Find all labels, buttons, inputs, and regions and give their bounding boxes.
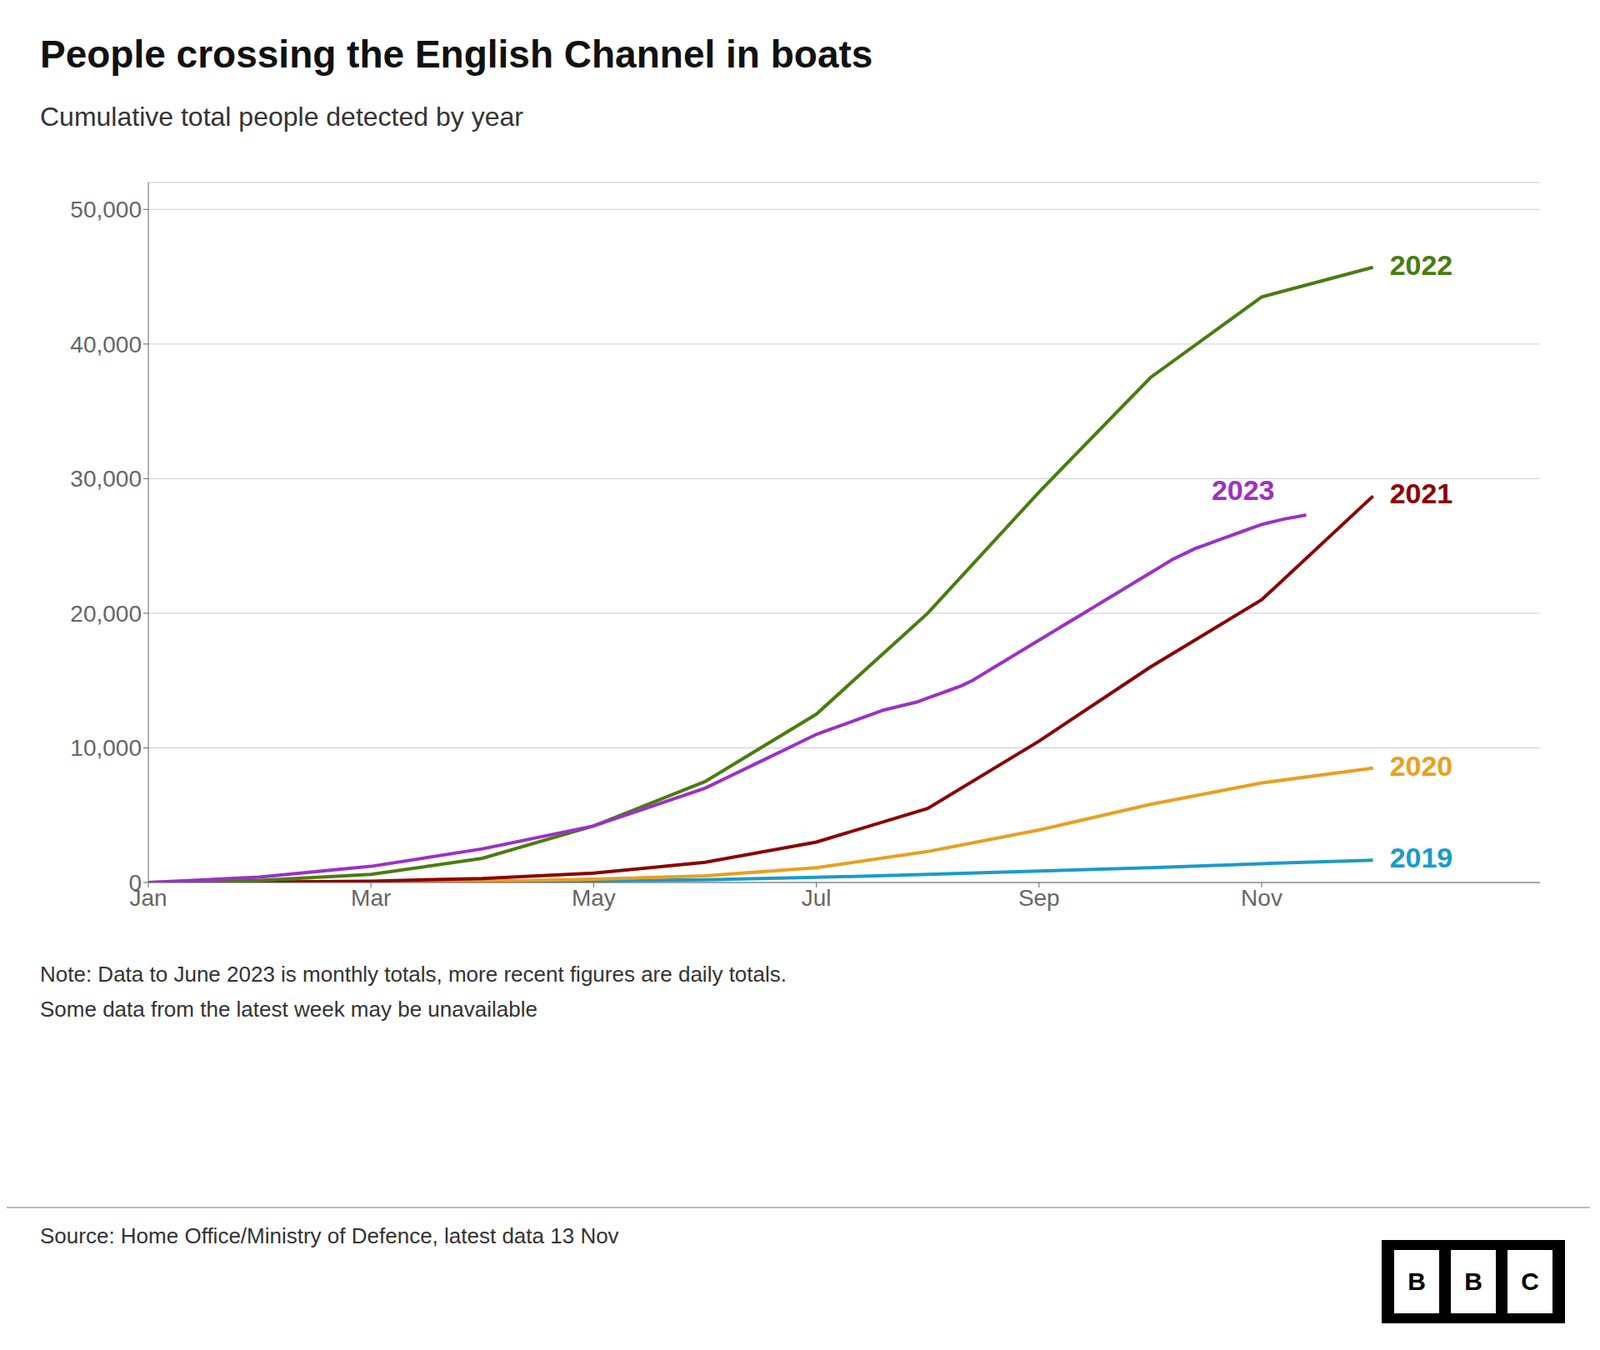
html-text:B: B: [1464, 1267, 1483, 1295]
svg-text:30,000: 30,000: [70, 465, 142, 492]
html-text:B: B: [1407, 1267, 1426, 1295]
svg-text:Sep: Sep: [1018, 885, 1060, 911]
html-text:Source: Home Office/Ministry o: Source: Home Office/Ministry of Defence,…: [40, 1223, 619, 1249]
svg-text:Mar: Mar: [350, 885, 391, 911]
html-text:C: C: [1521, 1267, 1539, 1295]
svg-text:50,000: 50,000: [70, 196, 142, 223]
svg-text:2021: 2021: [1390, 477, 1454, 510]
svg-text:2020: 2020: [1390, 750, 1454, 782]
svg-text:0: 0: [128, 870, 142, 896]
svg-text:Nov: Nov: [1240, 885, 1283, 911]
html-text:Note: Data to June 2023 is mon: Note: Data to June 2023 is monthly total…: [40, 961, 787, 1022]
svg-text:May: May: [571, 885, 616, 911]
svg-text:2019: 2019: [1390, 841, 1454, 874]
html-text:Cumulative total people detect: Cumulative total people detected by year: [40, 101, 524, 132]
svg-text:Jan: Jan: [129, 884, 168, 911]
svg-text:10,000: 10,000: [70, 735, 142, 761]
html-text:People crossing the English Ch: People crossing the English Channel in b…: [40, 32, 873, 76]
svg-text:2022: 2022: [1390, 249, 1454, 281]
svg-text:2023: 2023: [1211, 474, 1275, 506]
svg-text:20,000: 20,000: [70, 600, 142, 627]
svg-text:40,000: 40,000: [70, 331, 142, 358]
svg-text:Jul: Jul: [801, 885, 832, 911]
